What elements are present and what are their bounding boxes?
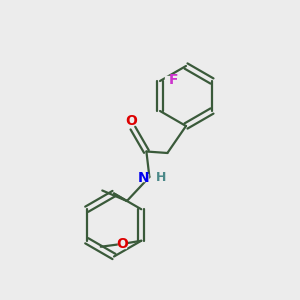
- Bar: [165, 76, 173, 83]
- Bar: [118, 241, 126, 248]
- Text: O: O: [125, 114, 137, 128]
- Bar: [127, 117, 136, 124]
- Bar: [140, 174, 148, 181]
- Text: O: O: [116, 237, 128, 251]
- Text: F: F: [169, 73, 178, 86]
- Bar: [157, 174, 165, 181]
- Text: H: H: [156, 171, 166, 184]
- Text: N: N: [138, 171, 150, 184]
